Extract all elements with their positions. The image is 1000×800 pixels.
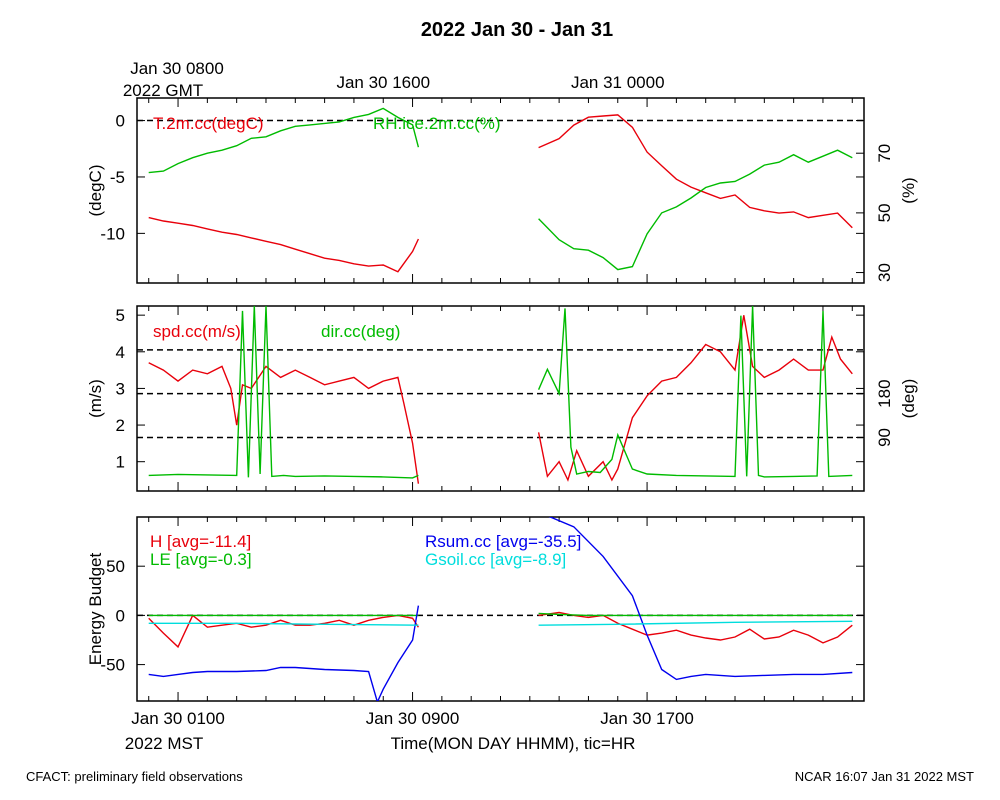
y-tick-label: 50	[106, 557, 125, 576]
legend-t-2m-cc-degc-: T.2m.cc(degC)	[153, 114, 264, 133]
gmt-first-date: Jan 30 0800	[130, 59, 224, 78]
y-tick-label-right: 30	[875, 263, 894, 282]
gmt-label: Jan 30 1600	[336, 73, 430, 92]
series-line-h	[538, 611, 853, 644]
legend-h: H [avg=-11.4]	[150, 532, 251, 551]
series-line-rh-ice-2m-cc-	[538, 149, 853, 271]
y-tick-label: 4	[116, 343, 125, 362]
panel-wind: 1 2 3 4 5 (m/s) 90 180 (deg) spd.cc(m/s) dir.cc(de…	[86, 305, 918, 492]
series-line-dir-cc-deg-	[148, 306, 419, 479]
y-tick-label: 5	[116, 306, 125, 325]
footer-left: CFACT: preliminary field observations	[26, 769, 243, 784]
x-axis-label: Time(MON DAY HHMM), tic=HR	[391, 734, 636, 753]
y-axis-label-left: Energy Budget	[86, 552, 105, 665]
y-axis-label-left: (m/s)	[86, 379, 105, 418]
y-tick-label: -5	[110, 168, 125, 187]
series-line-gsoil-cc	[148, 622, 419, 626]
y-tick-label-right: 180	[875, 379, 894, 407]
series-group	[148, 306, 853, 484]
legend-le: LE [avg=-0.3]	[150, 550, 252, 569]
footer-right: NCAR 16:07 Jan 31 2022 MST	[795, 769, 974, 784]
y-tick-label: 2	[116, 416, 125, 435]
mst-label: Jan 30 1700	[600, 709, 694, 728]
series-line-le	[538, 612, 853, 617]
y-axis-label-right: (deg)	[899, 379, 918, 419]
y-axis-label-right: (%)	[899, 177, 918, 203]
legend-dir-cc-deg-: dir.cc(deg)	[321, 322, 400, 341]
y-tick-label-right: 70	[875, 144, 894, 163]
series-line-t-2m-cc-degc-	[538, 114, 853, 229]
y-tick-label: 0	[116, 606, 125, 625]
legend-rh-ice-2m-cc-: RH.ice.2m.cc(%)	[373, 114, 501, 133]
y-tick-label-right: 90	[875, 428, 894, 447]
y-tick-label-right: 50	[875, 203, 894, 222]
mst-axis-labels: Jan 30 0100 Jan 30 0900 Jan 30 1700	[131, 709, 694, 728]
panel-temperature-humidity: 0 -5 -10 (degC) 30 50 70 (%) T.2m.cc(degC) RH.ice…	[86, 97, 918, 284]
series-line-spd-cc-m-s-	[148, 362, 420, 484]
gmt-axis-labels: Jan 30 1600 Jan 31 0000	[336, 73, 664, 92]
y-axis-label-left: (degC)	[86, 165, 105, 217]
series-line-rh-ice-2m-cc-	[148, 107, 420, 174]
series-line-t-2m-cc-degc-	[148, 216, 420, 273]
mst-label: Jan 30 0900	[366, 709, 460, 728]
y-tick-label: 1	[116, 453, 125, 472]
legend-rsum-cc: Rsum.cc [avg=-35.5]	[425, 532, 581, 551]
legend-spd-cc-m-s-: spd.cc(m/s)	[153, 322, 241, 341]
y-tick-label: 3	[116, 379, 125, 398]
legend-gsoil-cc: Gsoil.cc [avg=-8.9]	[425, 550, 566, 569]
y-tick-label: -50	[100, 656, 125, 675]
series-line-rsum-cc	[548, 517, 853, 681]
mst-year: 2022 MST	[125, 734, 203, 753]
series-group	[148, 107, 853, 273]
gmt-label: Jan 31 0000	[571, 73, 665, 92]
chart-title: 2022 Jan 30 - Jan 31	[421, 19, 613, 41]
y-tick-label: -10	[100, 224, 125, 243]
gmt-first-year: 2022 GMT	[123, 81, 203, 100]
series-line-spd-cc-m-s-	[537, 315, 853, 482]
series-group	[148, 517, 853, 701]
series-line-dir-cc-deg-	[537, 306, 853, 478]
y-tick-label: 0	[116, 112, 125, 131]
series-line-h	[148, 614, 419, 649]
mst-label: Jan 30 0100	[131, 709, 225, 728]
series-line-rsum-cc	[148, 605, 420, 701]
series-line-gsoil-cc	[538, 620, 853, 626]
